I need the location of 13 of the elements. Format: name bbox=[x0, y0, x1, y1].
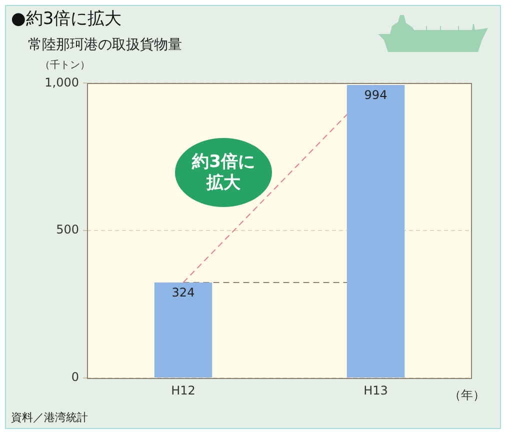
x-tick-label: H13 bbox=[364, 383, 388, 398]
y-tick-label: 1,000 bbox=[44, 75, 79, 90]
data-label: 994 bbox=[364, 88, 388, 102]
x-axis-title: （年） bbox=[449, 387, 485, 404]
text: 資料／港湾統計 bbox=[11, 410, 88, 425]
y-tick-label: 500 bbox=[56, 222, 79, 237]
chart-subtitle: 常陸那珂港の取扱貨物量 bbox=[28, 36, 182, 54]
data-label: 324 bbox=[172, 286, 195, 300]
annotation: 約3倍に拡大 bbox=[190, 152, 256, 193]
y-tick-label: 0 bbox=[71, 370, 79, 384]
x-tick-label: H12 bbox=[171, 383, 196, 398]
chart-title: ●約3倍に拡大 bbox=[11, 8, 122, 30]
y-axis-title: （千トン） bbox=[40, 58, 90, 72]
